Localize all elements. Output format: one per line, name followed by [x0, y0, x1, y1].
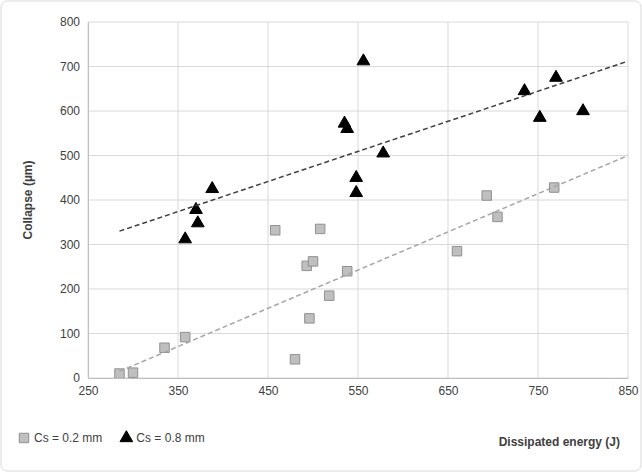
- tick: 300: [60, 238, 88, 252]
- grid-line: [88, 22, 89, 378]
- point: [357, 54, 370, 65]
- point: [179, 232, 192, 243]
- point: [550, 70, 563, 81]
- point: [377, 146, 390, 157]
- tick-label: 350: [168, 384, 188, 398]
- y-axis-title: Collapse (µm): [21, 161, 35, 240]
- grid-line: [268, 22, 269, 378]
- tick-label: 850: [618, 384, 638, 398]
- tick-label: 200: [60, 282, 80, 296]
- tick: 250: [78, 378, 98, 398]
- data-area: [115, 54, 628, 378]
- point: [452, 246, 461, 255]
- plot: 250 350 450 550 650 750 850 0 100 200 300 400 500 600…: [60, 15, 639, 397]
- point: [518, 84, 531, 95]
- point: [206, 182, 219, 193]
- tick: 850: [618, 378, 638, 398]
- tick-label: 500: [60, 149, 80, 163]
- point: [180, 332, 189, 341]
- grid-line: [178, 22, 179, 378]
- grid-line: [538, 22, 539, 378]
- point: [128, 368, 137, 377]
- tick-label: 650: [438, 384, 458, 398]
- trend-line: [120, 156, 629, 372]
- tick-label: 400: [60, 193, 80, 207]
- series-points: [115, 183, 559, 378]
- x-axis: 250 350 450 550 650 750 850: [78, 378, 638, 398]
- legend-symbol: [120, 431, 133, 442]
- tick: 550: [348, 378, 368, 398]
- chart-frame: [1, 1, 641, 471]
- tick-label: 750: [528, 384, 548, 398]
- tick: 350: [168, 378, 188, 398]
- tick-label: 300: [60, 238, 80, 252]
- point: [290, 355, 299, 364]
- point: [190, 202, 203, 213]
- tick: 700: [60, 60, 88, 74]
- grid-line: [448, 22, 449, 378]
- point: [350, 170, 363, 181]
- tick: 500: [60, 149, 88, 163]
- tick-label: 800: [60, 15, 80, 29]
- legend-item: Cs = 0.8 mm: [120, 431, 205, 445]
- tick-label: 100: [60, 327, 80, 341]
- legend-symbol: [19, 433, 28, 442]
- point: [493, 212, 502, 221]
- legend: Cs = 0.2 mm Cs = 0.8 mm: [19, 431, 204, 445]
- legend-label: Cs = 0.2 mm: [34, 431, 102, 445]
- point: [577, 104, 590, 115]
- legend-item: Cs = 0.2 mm: [19, 431, 102, 445]
- tick: 750: [528, 378, 548, 398]
- tick-label: 450: [258, 384, 278, 398]
- point: [191, 216, 204, 227]
- tick: 800: [60, 15, 88, 29]
- point: [324, 291, 333, 300]
- series-points: [179, 54, 590, 243]
- tick: 650: [438, 378, 458, 398]
- point: [270, 226, 279, 235]
- tick: 450: [258, 378, 278, 398]
- tick-label: 0: [73, 371, 80, 385]
- point: [482, 191, 491, 200]
- tick: 100: [60, 327, 88, 341]
- axis-line: [88, 23, 89, 379]
- trend-line: [120, 61, 629, 231]
- point: [315, 224, 324, 233]
- point: [308, 257, 317, 266]
- grid: [88, 22, 628, 378]
- tick-label: 250: [78, 384, 98, 398]
- point: [350, 186, 363, 197]
- legend-label: Cs = 0.8 mm: [136, 431, 204, 445]
- tick-label: 550: [348, 384, 368, 398]
- chart: 250 350 450 550 650 750 850 0 100 200 300 400 500 600…: [0, 0, 642, 472]
- point: [341, 121, 354, 132]
- tick: 200: [60, 282, 88, 296]
- tick-label: 700: [60, 60, 80, 74]
- y-axis: 0 100 200 300 400 500 600 700 800: [60, 15, 89, 385]
- grid-line: [358, 22, 359, 378]
- point: [533, 110, 546, 121]
- point: [342, 266, 351, 275]
- axis-line: [89, 378, 629, 379]
- tick: 400: [60, 193, 88, 207]
- point: [305, 314, 314, 323]
- tick: 600: [60, 104, 88, 118]
- tick-label: 600: [60, 104, 80, 118]
- tick: 0: [73, 371, 88, 385]
- grid-line: [628, 22, 629, 378]
- x-axis-title: Dissipated energy (J): [499, 435, 620, 449]
